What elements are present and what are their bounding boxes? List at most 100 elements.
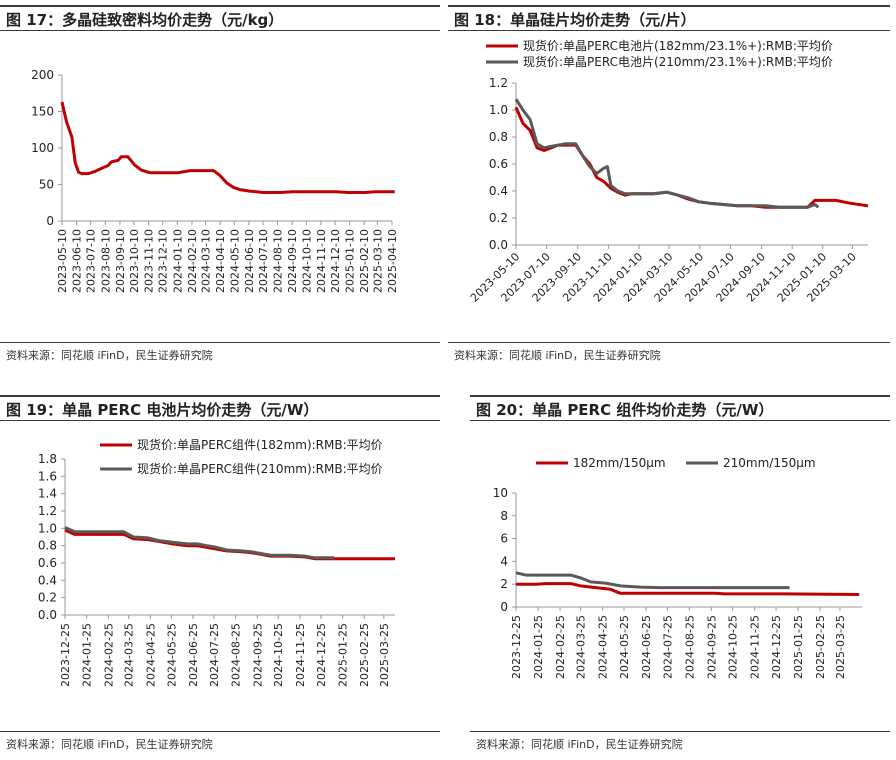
x-tick-label: 2023-08-10 xyxy=(99,229,112,293)
chart-title: 图 18：单晶硅片均价走势（元/片） xyxy=(448,5,890,31)
x-tick-label: 2024-08-25 xyxy=(230,623,243,687)
y-tick-label: 0.2 xyxy=(38,591,57,605)
x-tick-label: 2024-09-10 xyxy=(286,229,299,293)
x-tick-label: 2025-03-25 xyxy=(834,615,847,679)
y-tick-label: 1.8 xyxy=(38,452,57,466)
x-tick-label: 2025-01-25 xyxy=(792,615,805,679)
x-tick-label: 2024-01-10 xyxy=(171,229,184,293)
x-tick-label: 2024-09-25 xyxy=(705,615,718,679)
x-tick-label: 2024-05-10 xyxy=(228,229,241,293)
legend-label: 210mm/150μm xyxy=(723,456,816,470)
y-tick-label: 0.4 xyxy=(38,573,57,587)
x-tick-label: 2024-08-25 xyxy=(683,615,696,679)
x-tick-label: 2024-06-25 xyxy=(640,615,653,679)
y-tick-label: 50 xyxy=(39,178,54,192)
y-tick-label: 0 xyxy=(500,600,508,614)
y-tick-label: 0.6 xyxy=(38,556,57,570)
x-tick-label: 2025-03-25 xyxy=(378,623,391,687)
chart-18-svg: 0.00.20.40.60.81.01.22023-05-102023-07-1… xyxy=(468,38,869,305)
x-tick-label: 2024-03-10 xyxy=(200,229,213,293)
chart-title: 图 20：单晶 PERC 组件均价走势（元/W） xyxy=(470,395,890,421)
series-line-2 xyxy=(514,98,820,209)
series-line-1 xyxy=(60,101,395,194)
y-tick-label: 100 xyxy=(31,141,54,155)
x-tick-label: 2025-02-25 xyxy=(814,615,827,679)
x-tick-label: 2023-11-10 xyxy=(143,229,156,293)
x-tick-label: 2023-07-10 xyxy=(85,229,98,293)
source-note: 资料来源：同花顺 iFinD，民生证券研究院 xyxy=(6,349,213,362)
x-tick-label: 2025-01-25 xyxy=(337,623,350,687)
x-tick-label: 2023-12-25 xyxy=(510,615,523,679)
y-tick-label: 0.8 xyxy=(38,539,57,553)
x-tick-label: 2024-01-25 xyxy=(532,615,545,679)
x-tick-label: 2024-06-10 xyxy=(243,229,256,293)
x-tick-label: 2024-03-25 xyxy=(123,623,136,687)
x-tick-label: 2023-12-10 xyxy=(157,229,170,293)
y-tick-label: 1.0 xyxy=(489,103,508,117)
x-tick-label: 2024-08-10 xyxy=(272,229,285,293)
y-tick-label: 1.0 xyxy=(38,521,57,535)
x-tick-label: 2023-09-10 xyxy=(114,229,127,293)
y-tick-label: 1.2 xyxy=(489,76,508,90)
x-tick-label: 2024-10-10 xyxy=(300,229,313,293)
x-tick-label: 2024-01-25 xyxy=(81,623,94,687)
y-tick-label: 8 xyxy=(500,509,508,523)
x-tick-label: 2024-04-25 xyxy=(597,615,610,679)
y-tick-label: 0.0 xyxy=(489,238,508,252)
y-tick-label: 2 xyxy=(500,577,508,591)
source-note: 资料来源：同花顺 iFinD，民生证券研究院 xyxy=(454,349,661,362)
y-tick-label: 0.4 xyxy=(489,184,508,198)
x-tick-label: 2024-10-25 xyxy=(727,615,740,679)
chart-title: 图 19：单晶 PERC 电池片均价走势（元/W） xyxy=(0,395,440,421)
y-tick-label: 0.8 xyxy=(489,130,508,144)
y-tick-label: 6 xyxy=(500,532,508,546)
y-tick-label: 0.0 xyxy=(38,608,57,622)
x-tick-label: 2024-05-25 xyxy=(618,615,631,679)
y-tick-label: 1.6 xyxy=(38,469,57,483)
chart-panel-19: 图 19：单晶 PERC 电池片均价走势（元/W） 0.0 0.2 0.4 0.6 0.… xyxy=(0,395,440,757)
legend-label: 现货价:单晶PERC电池片(210mm/23.1%+):RMB:平均价 xyxy=(523,54,833,69)
x-tick-label: 2024-07-25 xyxy=(661,615,674,679)
x-tick-label: 2023-12-25 xyxy=(59,623,72,687)
chart-panel-20: 图 20：单晶 PERC 组件均价走势（元/W） 0 2 4 6 8 10 2023-12-… xyxy=(470,395,890,757)
legend-label: 现货价:单晶PERC电池片(182mm/23.1%+):RMB:平均价 xyxy=(523,38,833,53)
x-tick-label: 2025-02-10 xyxy=(358,229,371,293)
chart-20-svg: 0 2 4 6 8 10 2023-12-25 2024-01-25 2024-02-25 202… xyxy=(493,456,862,679)
x-tick-label: 2023-10-10 xyxy=(128,229,141,293)
y-tick-label: 0 xyxy=(46,214,54,228)
y-tick-label: 1.4 xyxy=(38,487,57,501)
x-tick-label: 2024-12-25 xyxy=(770,615,783,679)
series-line-1 xyxy=(514,106,869,209)
series-line-1 xyxy=(64,528,395,561)
x-tick-label: 2024-02-10 xyxy=(186,229,199,293)
x-tick-label: 2024-07-10 xyxy=(257,229,270,293)
x-tick-label: 2024-11-25 xyxy=(749,615,762,679)
y-tick-label: 4 xyxy=(500,554,508,568)
x-tick-label: 2024-10-25 xyxy=(272,623,285,687)
x-tick-label: 2023-06-10 xyxy=(71,229,84,293)
x-tick-label: 2024-04-10 xyxy=(214,229,227,293)
chart-title: 图 17：多晶硅致密料均价走势（元/kg） xyxy=(0,5,440,31)
chart-panel-17: 图 17：多晶硅致密料均价走势（元/kg） 0 50 100 150 200 2023-0… xyxy=(0,5,440,367)
chart-panel-18: 图 18：单晶硅片均价走势（元/片） 0.0 0.2 0.4 0.6 0.8 1.0 1.2… xyxy=(448,5,890,367)
source-note: 资料来源：同花顺 iFinD，民生证券研究院 xyxy=(6,738,213,751)
x-tick-label: 2024-12-25 xyxy=(315,623,328,687)
legend-label: 现货价:单晶PERC组件(182mm):RMB:平均价 xyxy=(137,437,383,452)
x-tick-label: 2024-09-25 xyxy=(251,623,264,687)
x-tick-label: 2024-02-25 xyxy=(102,623,115,687)
legend-label: 182mm/150μm xyxy=(573,456,666,470)
y-tick-label: 10 xyxy=(493,486,508,500)
series-line-2 xyxy=(515,571,790,590)
x-tick-label: 2024-11-10 xyxy=(315,229,328,293)
series-line-1 xyxy=(516,582,860,596)
x-tick-label: 2024-06-25 xyxy=(187,623,200,687)
x-tick-label: 2024-11-25 xyxy=(294,623,307,687)
chart-19-svg: 0.0 0.2 0.4 0.6 0.8 1.0 1.2 1.4 1.6 1.8 2023-12-25… xyxy=(38,437,395,687)
y-tick-label: 0.2 xyxy=(489,211,508,225)
series-line-2 xyxy=(64,526,335,560)
x-tick-label: 2025-01-10 xyxy=(344,229,357,293)
chart-17-svg: 0 50 100 150 200 2023-05-10 2023-06-10 2023-07-… xyxy=(31,68,399,293)
x-tick-label: 2025-04-10 xyxy=(386,229,399,293)
x-tick-label: 2024-02-25 xyxy=(554,615,567,679)
x-tick-label: 2025-03-10 xyxy=(371,229,384,293)
